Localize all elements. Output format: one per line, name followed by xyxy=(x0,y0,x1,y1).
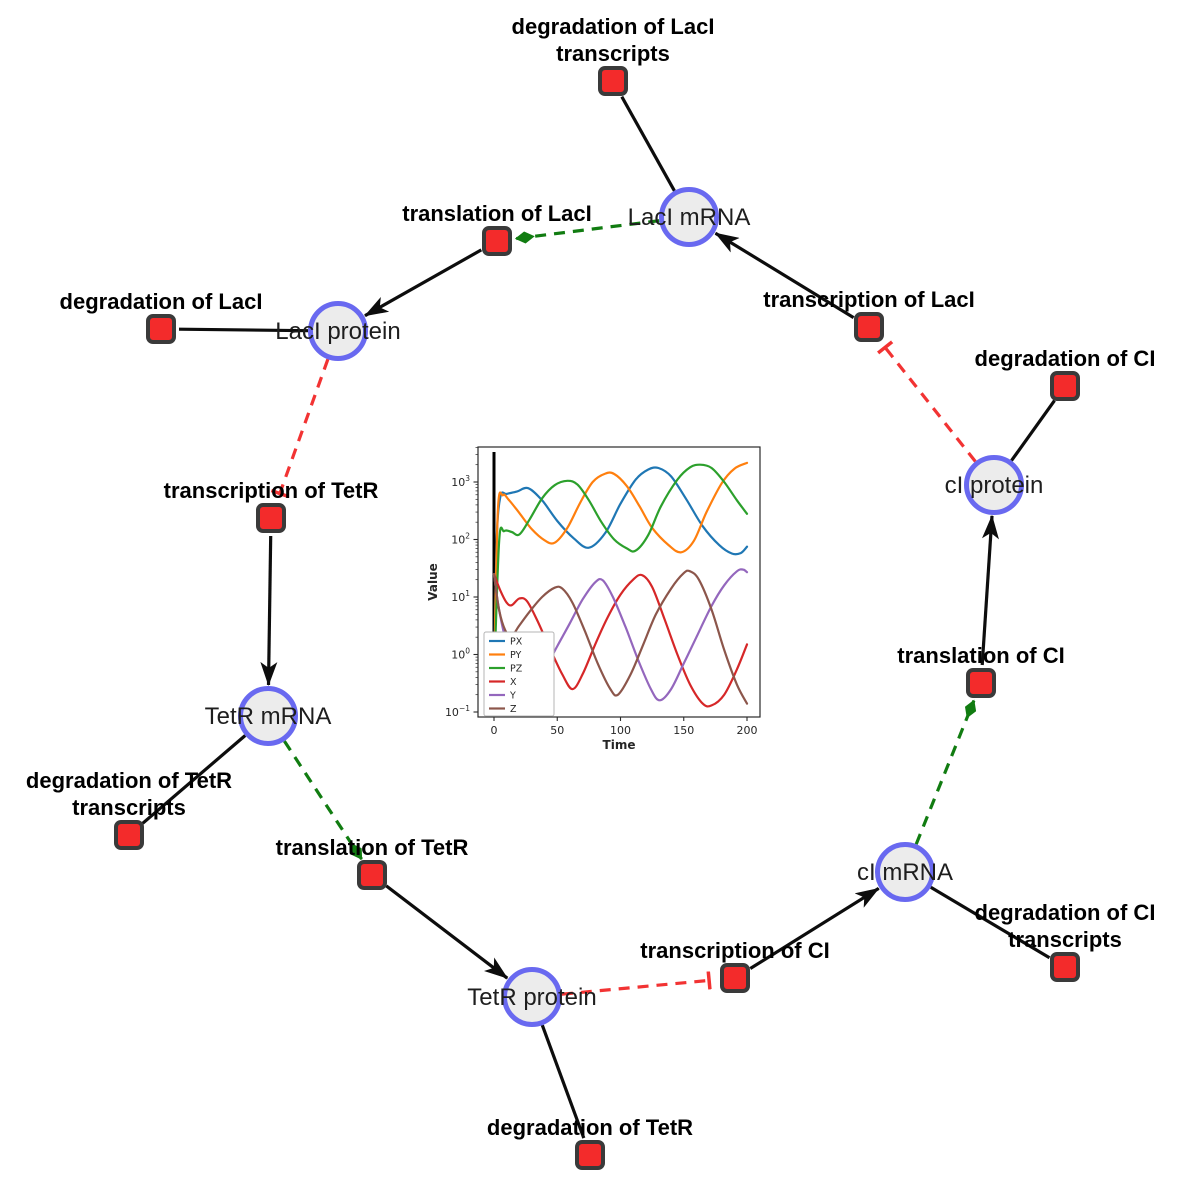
reaction-node-transcription-of-laci[interactable] xyxy=(854,312,884,342)
y-tick-label: 100 xyxy=(451,647,470,662)
reaction-label-translation-of-laci: translation of LacI xyxy=(402,201,591,226)
chart-legend: PX PY PZ XYZ xyxy=(483,631,555,717)
reaction-node-degradation-of-laci-transcripts[interactable] xyxy=(598,66,628,96)
reaction-node-transcription-of-tetr[interactable] xyxy=(256,503,286,533)
reaction-node-translation-of-ci[interactable] xyxy=(966,668,996,698)
reaction-label-degradation-of-laci-transcripts-line2: transcripts xyxy=(556,41,670,66)
species-label-tetr-protein: TetR protein xyxy=(467,984,596,1011)
x-axis-label: Time xyxy=(603,738,636,752)
reaction-label-transcription-of-laci: transcription of LacI xyxy=(763,287,974,312)
reaction-label-translation-of-tetr: translation of TetR xyxy=(276,835,469,860)
edge-catalysis-ci-mrna-translation-of-ci xyxy=(914,699,977,845)
edge-catalysis-tetr-mrna-translation-of-tetr xyxy=(283,740,363,860)
species-label-ci-mrna: cI mRNA xyxy=(857,859,953,886)
edge-consumption-tetr-mrna-degradation-of-tetr-transcripts xyxy=(141,734,247,825)
edge-inhibition-ci-protein-transcription-of-laci xyxy=(876,340,977,463)
reaction-label-translation-of-ci: translation of CI xyxy=(897,643,1064,668)
reaction-node-translation-of-laci[interactable] xyxy=(482,226,512,256)
species-node-ci-mrna[interactable] xyxy=(875,842,935,902)
x-tick-label: 50 xyxy=(550,724,564,737)
species-node-ci-protein[interactable] xyxy=(964,455,1024,515)
edge-catalysis-laci-mrna-translation-of-laci xyxy=(514,219,660,244)
reaction-label-degradation-of-tetr: degradation of TetR xyxy=(487,1115,693,1140)
edge-inhibition-laci-protein-transcription-of-tetr xyxy=(270,358,330,499)
y-tick-label: 102 xyxy=(451,532,470,547)
edge-production-transcription-of-ci-ci-mrna xyxy=(749,887,880,970)
x-tick-label: 150 xyxy=(673,724,694,737)
reaction-node-degradation-of-tetr-transcripts[interactable] xyxy=(114,820,144,850)
edge-consumption-ci-protein-degradation-of-ci xyxy=(1010,399,1056,462)
edge-production-transcription-of-laci-laci-mrna xyxy=(714,231,855,319)
edge-inhibition-tetr-protein-transcription-of-ci xyxy=(561,971,712,996)
legend-label-Y: Y xyxy=(509,691,516,702)
legend-label-Z: Z xyxy=(510,704,517,715)
reaction-node-degradation-of-tetr[interactable] xyxy=(575,1140,605,1170)
reaction-label-degradation-of-tetr-transcripts-line2: transcripts xyxy=(72,795,186,820)
reaction-node-degradation-of-laci[interactable] xyxy=(146,314,176,344)
species-label-ci-protein: cI protein xyxy=(945,472,1044,499)
species-label-laci-mrna: LacI mRNA xyxy=(628,204,751,231)
reaction-node-translation-of-tetr[interactable] xyxy=(357,860,387,890)
x-tick-label: 0 xyxy=(491,724,498,737)
edge-production-transcription-of-tetr-tetr-mrna xyxy=(260,535,278,686)
legend-label-PY: PY xyxy=(510,650,522,661)
nodes-layer xyxy=(114,66,1080,1170)
chart-series-PX xyxy=(492,466,749,686)
reaction-label-degradation-of-ci: degradation of CI xyxy=(975,346,1156,371)
legend-label-PX: PX xyxy=(510,637,523,648)
edge-consumption-tetr-protein-degradation-of-tetr xyxy=(540,1024,586,1139)
edge-production-translation-of-tetr-tetr-protein xyxy=(385,884,509,980)
species-label-laci-protein: LacI protein xyxy=(275,318,400,345)
species-node-laci-protein[interactable] xyxy=(308,301,368,361)
reaction-label-degradation-of-ci-transcripts-line2: transcripts xyxy=(1008,927,1122,952)
species-node-tetr-mrna[interactable] xyxy=(238,686,298,746)
reaction-label-degradation-of-ci-transcripts-line1: degradation of CI xyxy=(975,900,1156,925)
chart-series-PY xyxy=(492,461,749,686)
chart-spines xyxy=(477,446,761,718)
species-node-tetr-protein[interactable] xyxy=(502,967,562,1027)
x-tick-label: 200 xyxy=(737,724,758,737)
legend-label-PZ: PZ xyxy=(510,664,523,675)
y-axis-label: Value xyxy=(426,563,440,601)
edges-layer xyxy=(141,95,1056,1139)
x-tick-label: 100 xyxy=(610,724,631,737)
reaction-node-degradation-of-ci[interactable] xyxy=(1050,371,1080,401)
chart-series-PZ xyxy=(492,463,749,686)
edge-consumption-laci-protein-degradation-of-laci xyxy=(178,327,309,333)
edge-consumption-ci-mrna-degradation-of-ci-transcripts xyxy=(929,885,1051,960)
species-node-laci-mrna[interactable] xyxy=(659,187,719,247)
reaction-label-transcription-of-tetr: transcription of TetR xyxy=(164,478,379,503)
species-label-tetr-mrna: TetR mRNA xyxy=(205,703,332,730)
edge-production-translation-of-laci-laci-protein xyxy=(364,248,483,318)
reaction-label-degradation-of-laci-transcripts-line1: degradation of LacI xyxy=(512,14,715,39)
edge-production-translation-of-ci-ci-protein xyxy=(980,514,999,666)
chart-series-Z xyxy=(492,569,749,705)
reaction-label-degradation-of-tetr-transcripts-line1: degradation of TetR xyxy=(26,768,232,793)
reaction-node-degradation-of-ci-transcripts[interactable] xyxy=(1050,952,1080,982)
edge-consumption-laci-mrna-degradation-of-laci-transcripts xyxy=(620,95,676,192)
reaction-label-degradation-of-laci: degradation of LacI xyxy=(60,289,263,314)
y-tick-label: 10−1 xyxy=(445,704,470,719)
inset-chart: 0 50 100 150 20010−1100101102103TimeValuePXP… xyxy=(426,446,761,752)
labels-layer: LacI mRNA LacI protein TetR mRNA TetR prote… xyxy=(26,14,1156,1140)
reaction-label-transcription-of-ci: transcription of CI xyxy=(640,938,829,963)
chart-series-X xyxy=(492,573,749,708)
y-tick-label: 103 xyxy=(451,474,470,489)
reaction-node-transcription-of-ci[interactable] xyxy=(720,963,750,993)
y-tick-label: 101 xyxy=(451,589,470,604)
legend-label-X: X xyxy=(510,677,517,688)
